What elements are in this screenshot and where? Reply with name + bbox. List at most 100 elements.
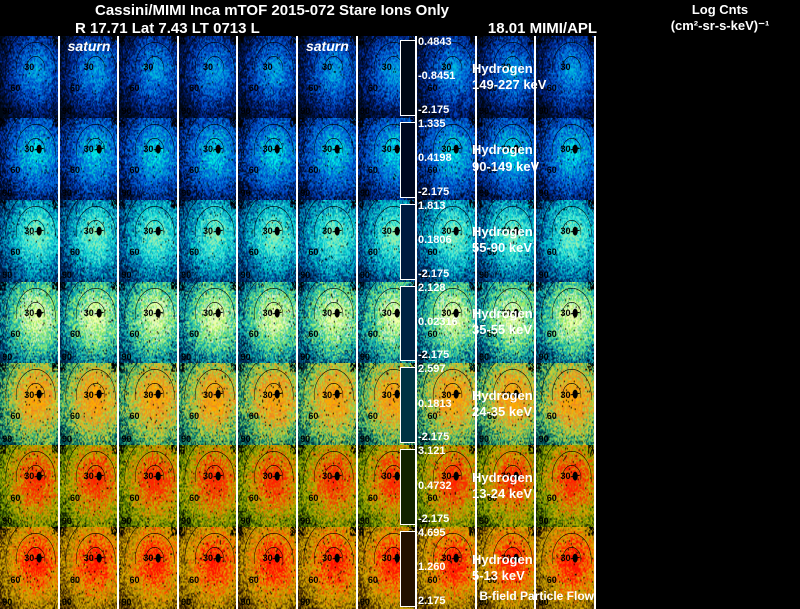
contour-overlay [238,363,296,445]
colorbar-row5[interactable] [400,367,416,443]
row-sidebar-row7: 4.695 1.260 2.175 Hydrogen 5-13 keV B-field P… [392,527,596,609]
mtof-panel-row2-col3[interactable]: 30 60 90 [179,118,239,200]
mtof-panel-row4-col0[interactable]: 30 60 90 [0,282,60,364]
row-sidebar-row3: 1.813 0.1806 -2.175 Hydrogen 55-90 keV [392,200,596,282]
row-title-row1: Hydrogen 149-227 keV [472,61,546,94]
mtof-panel-row5-col4[interactable]: 30 60 90 [238,363,298,445]
colorbar-tick-mid-row3: 0.1806 [418,234,452,246]
contour-overlay [238,282,296,364]
colorbar-tick-top-row5: 2.597 [418,363,446,375]
mtof-panel-row3-col0[interactable]: 30 60 90 [0,200,60,282]
mtof-panel-row3-col3[interactable]: 30 60 90 [179,200,239,282]
heatmap-row-row6: 30 60 90 30 60 90 30 60 90 30 60 90 30 60 90 30 60 90 30 60… [0,445,596,527]
mtof-panel-row7-col0[interactable]: 306090072T02:05 [0,527,60,609]
colorbar-tick-bottom-row6: -2.175 [418,513,449,525]
mtof-panel-row7-col1[interactable]: 30609002:11 [60,527,120,609]
heatmap-row-row1: 30 60 90 30 60 90 saturn 30 60 90 30 60 90 30 60 90 30 60… [0,36,596,118]
colorbar-tick-top-row4: 2.128 [418,282,446,294]
mtof-panel-row1-col2[interactable]: 30 60 90 [119,36,179,118]
contour-overlay [60,36,118,118]
mtof-panel-row2-col5[interactable]: 30 60 90 [298,118,358,200]
contour-overlay [179,36,237,118]
colorbar-row3[interactable] [400,204,416,280]
contour-overlay [119,527,177,609]
contour-overlay [238,527,296,609]
colorbar-tick-top-row1: 0.4843 [418,36,452,48]
row-sidebar-row6: 3.121 0.4732 -2.175 Hydrogen 13-24 keV [392,445,596,527]
colorbar-row7[interactable] [400,531,416,607]
contour-overlay [179,282,237,364]
mtof-panel-row7-col5[interactable]: 30609002:35 [298,527,358,609]
mtof-panel-row2-col1[interactable]: 30 60 90 [60,118,120,200]
contour-overlay [298,282,356,364]
heatmap-row-row7: 306090072T02:0530609002:1130609002:17306… [0,527,596,609]
mtof-panel-row1-col3[interactable]: 30 60 90 [179,36,239,118]
row-title-row2: Hydrogen 90-149 keV [472,142,539,175]
mtof-panel-row2-col2[interactable]: 30 60 90 [119,118,179,200]
header-subtitle-right: 18.01 MIMI/APL [488,20,597,37]
row-title-row6: Hydrogen 13-24 keV [472,470,533,503]
logcnts-label: Log Cnts [650,2,790,17]
mtof-panel-row6-col3[interactable]: 30 60 90 [179,445,239,527]
contour-overlay [238,200,296,282]
heatmap-row-row2: 30 60 90 30 60 90 30 60 90 30 60 90 30 60 90 30 60 90 30 60… [0,118,596,200]
mtof-panel-row1-col4[interactable]: 30 60 90 [238,36,298,118]
contour-overlay [179,118,237,200]
mtof-panel-row7-col2[interactable]: 30609002:17 [119,527,179,609]
mtof-panel-row5-col0[interactable]: 30 60 90 [0,363,60,445]
colorbar-tick-mid-row4: 0.02316 [418,316,458,328]
colorbar-row2[interactable] [400,122,416,198]
contour-overlay [0,36,58,118]
mtof-panel-row7-col3[interactable]: 30609002:23 [179,527,239,609]
mtof-panel-row3-col2[interactable]: 30 60 90 [119,200,179,282]
contour-overlay [179,445,237,527]
colorbar-row1[interactable] [400,40,416,116]
mtof-panel-row1-col1[interactable]: 30 60 90 saturn [60,36,120,118]
mtof-panel-row3-col5[interactable]: 30 60 90 [298,200,358,282]
mtof-panel-row3-col4[interactable]: 30 60 90 [238,200,298,282]
contour-overlay [119,282,177,364]
colorbar-tick-top-row6: 3.121 [418,445,446,457]
colorbar-row4[interactable] [400,286,416,362]
colorbar-tick-mid-row6: 0.4732 [418,480,452,492]
mtof-panel-row1-col0[interactable]: 30 60 90 [0,36,60,118]
mtof-panel-row6-col5[interactable]: 30 60 90 [298,445,358,527]
contour-overlay [298,527,356,609]
contour-overlay [119,363,177,445]
mtof-panel-row4-col1[interactable]: 30 60 90 [60,282,120,364]
mtof-panel-row6-col0[interactable]: 30 60 90 [0,445,60,527]
mtof-panel-row5-col3[interactable]: 30 60 90 [179,363,239,445]
mtof-panel-row1-col5[interactable]: 30 60 90 saturn [298,36,358,118]
contour-overlay [60,363,118,445]
mtof-panel-row7-col4[interactable]: 30609002:29 [238,527,298,609]
colorbar-row6[interactable] [400,449,416,525]
mtof-panel-row4-col5[interactable]: 30 60 90 [298,282,358,364]
colorbar-tick-mid-row2: 0.4198 [418,152,452,164]
mtof-panel-row5-col5[interactable]: 30 60 90 [298,363,358,445]
colorbar-tick-bottom-row2: -2.175 [418,186,449,198]
heatmap-grid: 30 60 90 30 60 90 saturn 30 60 90 30 60 90 30 60 90 30 60… [0,36,596,609]
mtof-panel-row2-col0[interactable]: 30 60 90 [0,118,60,200]
mtof-panel-row6-col2[interactable]: 30 60 90 [119,445,179,527]
mtof-panel-row4-col4[interactable]: 30 60 90 [238,282,298,364]
contour-overlay [119,118,177,200]
contour-overlay [0,282,58,364]
mtof-panel-row6-col4[interactable]: 30 60 90 [238,445,298,527]
contour-overlay [119,200,177,282]
contour-overlay [298,363,356,445]
mtof-panel-row5-col2[interactable]: 30 60 90 [119,363,179,445]
mtof-panel-row3-col1[interactable]: 30 60 90 [60,200,120,282]
contour-overlay [60,282,118,364]
mtof-panel-row4-col3[interactable]: 30 60 90 [179,282,239,364]
colorbar-tick-bottom-row3: -2.175 [418,268,449,280]
colorbar-tick-mid-row5: 0.1813 [418,398,452,410]
contour-overlay [0,200,58,282]
header-subtitle: R 17.71 Lat 7.43 LT 0713 L 18.01 MIMI/AP… [75,20,597,37]
mtof-panel-row6-col1[interactable]: 30 60 90 [60,445,120,527]
row-title-row3: Hydrogen 55-90 keV [472,224,533,257]
mtof-panel-row5-col1[interactable]: 30 60 90 [60,363,120,445]
row-sidebar-row2: 1.335 0.4198 -2.175 Hydrogen 90-149 keV [392,118,596,200]
mtof-panel-row4-col2[interactable]: 30 60 90 [119,282,179,364]
mtof-panel-row2-col4[interactable]: 30 60 90 [238,118,298,200]
colorbar-tick-bottom-row5: -2.175 [418,431,449,443]
